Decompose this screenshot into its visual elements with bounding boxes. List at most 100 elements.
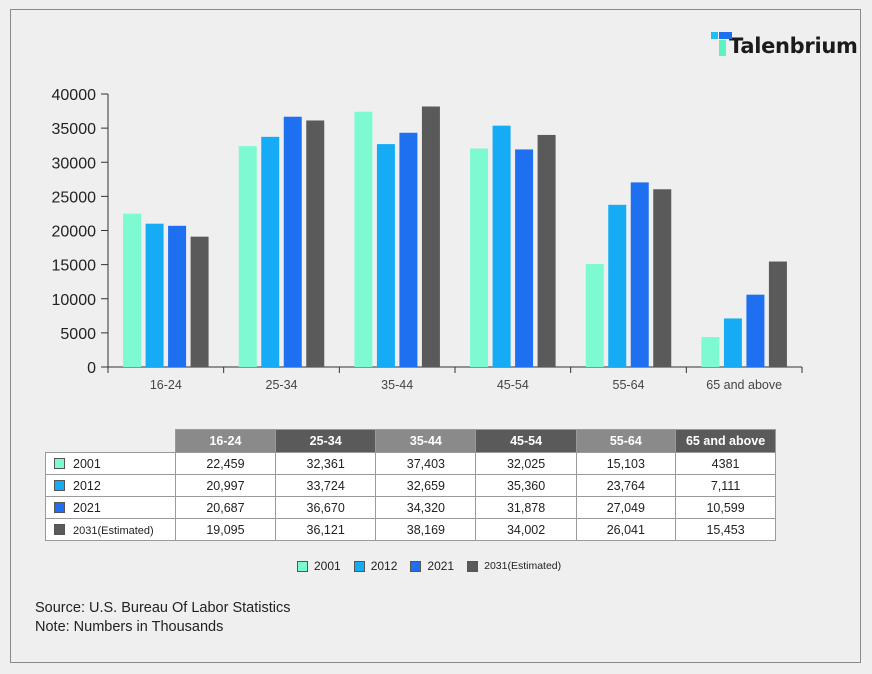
legend-swatch (297, 560, 308, 572)
series-swatch (54, 479, 65, 491)
table-row: 2021 20,687 36,670 34,320 31,878 27,049 10,599 (45, 496, 872, 519)
table-column-header: 16-24 (174, 429, 277, 453)
bar (746, 294, 765, 367)
bar (145, 223, 164, 367)
legend-item: 2001 (297, 559, 341, 573)
y-tick-label: 30000 (52, 155, 97, 172)
table-series-cell: 2012 (45, 474, 176, 497)
x-tick-label: 45-54 (497, 378, 529, 392)
table-cell: 36,670 (275, 496, 377, 519)
bar (653, 189, 672, 367)
source-note: Source: U.S. Bureau Of Labor Statistics (35, 600, 291, 616)
series-name: 2001 (73, 456, 101, 471)
bar (238, 146, 257, 367)
bar (492, 125, 511, 367)
bar (261, 136, 280, 367)
table-series-cell: 2001 (45, 452, 176, 475)
table-column-header: 65 and above (674, 429, 777, 453)
legend-swatch (467, 560, 479, 572)
data-table: 16-24 25-34 35-44 45-54 55-64 65 and above 20… (45, 429, 872, 541)
bar (283, 116, 302, 367)
table-cell: 36,121 (275, 518, 377, 541)
footnotes: Source: U.S. Bureau Of Labor Statistics … (35, 599, 290, 637)
table-cell: 35,360 (475, 474, 577, 497)
series-name: 2012 (73, 478, 101, 493)
y-tick-label: 35000 (52, 121, 97, 138)
table-column-header: 55-64 (575, 429, 676, 453)
bar (354, 111, 373, 368)
table-row: 2012 20,997 33,724 32,659 35,360 23,764 7,111 (45, 474, 872, 497)
table-series-cell: 2031(Estimated) (45, 518, 176, 541)
bar (168, 225, 187, 367)
table-cell: 23,764 (575, 474, 676, 497)
bar (515, 149, 534, 367)
y-tick-label: 5000 (60, 326, 96, 343)
table-cell: 27,049 (575, 496, 676, 519)
x-tick-label: 25-34 (266, 378, 298, 392)
table-cell: 20,687 (174, 496, 277, 519)
units-note: Note: Numbers in Thousands (35, 619, 224, 635)
table-cell: 15,103 (575, 452, 676, 475)
table-cell: 32,361 (275, 452, 377, 475)
table-cell: 32,659 (375, 474, 477, 497)
table-cell: 20,997 (174, 474, 277, 497)
table-cell: 38,169 (375, 518, 477, 541)
table-column-header: 35-44 (375, 429, 477, 453)
bar (399, 132, 418, 367)
bar (470, 148, 489, 367)
legend-item: 2031(Estimated) (467, 560, 561, 572)
series-swatch (54, 501, 65, 513)
bar (537, 134, 556, 367)
chart-legend: 2001 2012 2021 2031(Estimated) (297, 559, 574, 573)
series-swatch (54, 457, 65, 469)
legend-item: 2021 (410, 559, 454, 573)
table-cell: 19,095 (174, 518, 277, 541)
table-cell: 15,453 (674, 518, 777, 541)
legend-label: 2012 (370, 559, 398, 573)
x-tick-label: 35-44 (381, 378, 413, 392)
brand-logo: Talenbrium (711, 31, 858, 59)
y-tick-label: 40000 (52, 87, 97, 104)
table-cell: 32,025 (475, 452, 577, 475)
table-corner (46, 430, 176, 453)
table-cell: 22,459 (174, 452, 277, 475)
series-swatch (54, 523, 65, 535)
bar (768, 261, 787, 367)
table-cell: 10,599 (674, 496, 777, 519)
bar (585, 263, 604, 367)
brand-name: Talenbrium (729, 34, 858, 58)
table-series-cell: 2021 (45, 496, 176, 519)
bar (376, 144, 395, 367)
y-tick-label: 10000 (52, 292, 97, 309)
bar (608, 204, 627, 367)
bar (630, 182, 649, 367)
table-header-row: 16-24 25-34 35-44 45-54 55-64 65 and above (46, 429, 872, 453)
legend-swatch (410, 560, 422, 572)
y-tick-label: 20000 (52, 224, 97, 241)
bar-chart: 0 5000 10000 15000 20000 25000 30000 35000 40000… (52, 87, 803, 392)
x-tick-label: 65 and above (706, 378, 782, 392)
table-cell: 37,403 (375, 452, 477, 475)
table-cell: 26,041 (575, 518, 676, 541)
talenbrium-logo-icon (711, 32, 732, 56)
table-cell: 31,878 (475, 496, 577, 519)
bar (123, 213, 142, 367)
series-name: 2031(Estimated) (73, 524, 154, 537)
table-column-header: 25-34 (275, 429, 377, 453)
bar (421, 106, 440, 367)
bar (306, 120, 325, 367)
table-row: 2001 22,459 32,361 37,403 32,025 15,103 4381 (45, 452, 872, 475)
bar (190, 236, 209, 367)
table-cell: 4381 (674, 452, 777, 475)
x-tick-label: 55-64 (613, 378, 645, 392)
x-tick-label: 16-24 (150, 378, 182, 392)
series-name: 2021 (73, 500, 101, 515)
table-column-header: 45-54 (475, 429, 577, 453)
y-tick-label: 15000 (52, 258, 97, 275)
legend-label: 2001 (314, 559, 341, 573)
legend-label: 2021 (427, 559, 455, 573)
table-cell: 33,724 (275, 474, 377, 497)
table-row: 2031(Estimated) 19,095 36,121 38,169 34,002 2… (45, 518, 872, 541)
y-tick-label: 0 (87, 360, 96, 377)
legend-item: 2012 (353, 559, 398, 573)
